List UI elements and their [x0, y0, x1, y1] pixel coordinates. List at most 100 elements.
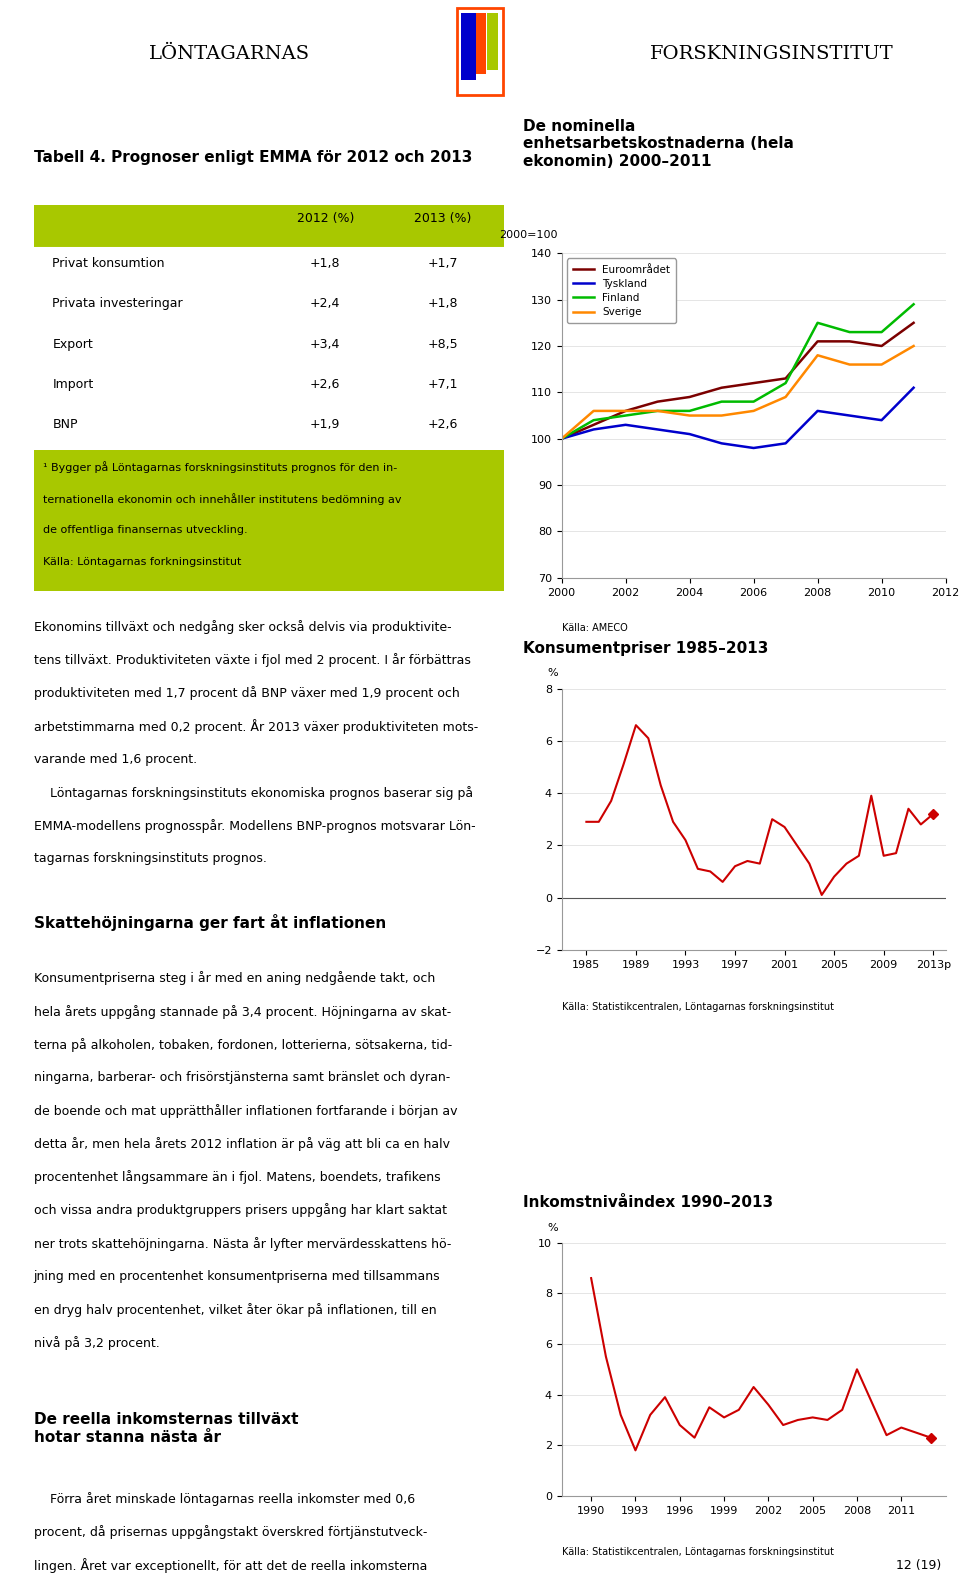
Euroområdet: [716, 378, 728, 397]
Sverige: [748, 402, 759, 421]
Text: en dryg halv procentenhet, vilket åter ökar på inflationen, till en: en dryg halv procentenhet, vilket åter ö…: [34, 1303, 436, 1317]
Text: +1,7: +1,7: [427, 256, 458, 271]
Text: 2013 (%): 2013 (%): [414, 212, 471, 225]
Sverige: [908, 337, 920, 356]
Euroområdet: [620, 402, 632, 421]
Text: ningarna, barberar- och frisörstjänsterna samt bränslet och dyran-: ningarna, barberar- och frisörstjänstern…: [34, 1072, 450, 1084]
Text: ternationella ekonomin och innehåller institutens bedömning av: ternationella ekonomin och innehåller in…: [43, 494, 401, 505]
Text: Skattehöjningarna ger fart åt inflationen: Skattehöjningarna ger fart åt inflatione…: [34, 913, 386, 931]
Finland: [556, 429, 567, 448]
Text: Privata investeringar: Privata investeringar: [53, 298, 183, 310]
Bar: [34, 410, 504, 450]
Legend: Euroområdet, Tyskland, Finland, Sverige: Euroområdet, Tyskland, Finland, Sverige: [566, 258, 677, 323]
Sverige: [620, 402, 632, 421]
Euroområdet: [812, 332, 824, 351]
Text: +1,8: +1,8: [427, 298, 458, 310]
Bar: [34, 206, 504, 590]
Text: FORSKNINGSINSTITUT: FORSKNINGSINSTITUT: [650, 44, 894, 62]
Text: +1,8: +1,8: [310, 256, 341, 271]
Finland: [652, 402, 663, 421]
Text: produktiviteten med 1,7 procent då BNP växer med 1,9 procent och: produktiviteten med 1,7 procent då BNP v…: [34, 687, 459, 700]
Text: Källa: Statistikcentralen, Löntagarnas forskningsinstitut: Källa: Statistikcentralen, Löntagarnas f…: [562, 1002, 833, 1012]
Sverige: [812, 345, 824, 364]
Text: 12 (19): 12 (19): [896, 1559, 941, 1572]
Sverige: [588, 402, 599, 421]
Text: Import: Import: [53, 378, 94, 391]
Sverige: [844, 355, 855, 374]
Finland: [588, 410, 599, 429]
Text: tens tillväxt. Produktiviteten växte i fjol med 2 procent. I år förbättras: tens tillväxt. Produktiviteten växte i f…: [34, 654, 470, 666]
Text: Inkomstnivåindex 1990–2013: Inkomstnivåindex 1990–2013: [523, 1195, 774, 1209]
Text: procentenhet långsammare än i fjol. Matens, boendets, trafikens: procentenhet långsammare än i fjol. Mate…: [34, 1170, 441, 1184]
Text: +2,6: +2,6: [427, 418, 458, 431]
Sverige: [684, 405, 695, 424]
Text: procent, då prisernas uppgångstakt överskred förtjänstutveck-: procent, då prisernas uppgångstakt övers…: [34, 1524, 427, 1539]
Text: +7,1: +7,1: [427, 378, 458, 391]
Text: Ekonomins tillväxt och nedgång sker också delvis via produktivite-: Ekonomins tillväxt och nedgång sker ocks…: [34, 621, 451, 635]
Euroområdet: [748, 374, 759, 393]
Text: 2000=100: 2000=100: [499, 230, 558, 241]
Text: LÖNTAGARNAS: LÖNTAGARNAS: [149, 44, 310, 62]
Tyskland: [716, 434, 728, 453]
Text: De reella inkomsternas tillväxt
hotar stanna nästa år: De reella inkomsternas tillväxt hotar st…: [34, 1412, 299, 1445]
Finland: [844, 323, 855, 342]
Bar: [34, 329, 504, 369]
Text: %: %: [547, 668, 558, 678]
Tyskland: [748, 438, 759, 457]
Text: Tabell 4. Prognoser enligt EMMA för 2012 och 2013: Tabell 4. Prognoser enligt EMMA för 2012…: [34, 150, 472, 165]
Bar: [34, 249, 504, 288]
Sverige: [876, 355, 887, 374]
Euroområdet: [780, 369, 791, 388]
Finland: [684, 402, 695, 421]
Line: Finland: Finland: [562, 304, 914, 438]
Line: Euroområdet: Euroområdet: [562, 323, 914, 438]
Finland: [876, 323, 887, 342]
Text: %: %: [547, 1222, 558, 1233]
Tyskland: [652, 419, 663, 438]
Text: detta år, men hela årets 2012 inflation är på väg att bli ca en halv: detta år, men hela årets 2012 inflation …: [34, 1137, 449, 1151]
Text: +8,5: +8,5: [427, 337, 458, 351]
Text: Export: Export: [53, 337, 93, 351]
Sverige: [780, 388, 791, 407]
Text: Källa: Löntagarnas forkningsinstitut: Källa: Löntagarnas forkningsinstitut: [43, 557, 241, 567]
Text: de boende och mat upprätthåller inflationen fortfarande i början av: de boende och mat upprätthåller inflatio…: [34, 1103, 457, 1118]
Tyskland: [812, 402, 824, 421]
Bar: [457, 8, 503, 95]
Line: Tyskland: Tyskland: [562, 388, 914, 448]
Text: +1,9: +1,9: [310, 418, 341, 431]
Sverige: [652, 402, 663, 421]
Text: tagarnas forskningsinstituts prognos.: tagarnas forskningsinstituts prognos.: [34, 852, 267, 864]
Bar: [34, 288, 504, 329]
Tyskland: [876, 410, 887, 429]
Finland: [812, 313, 824, 332]
Euroområdet: [684, 388, 695, 407]
Tyskland: [780, 434, 791, 453]
Text: +2,4: +2,4: [310, 298, 341, 310]
Text: BNP: BNP: [53, 418, 78, 431]
Finland: [908, 294, 920, 313]
Euroområdet: [844, 332, 855, 351]
Text: de offentliga finansernas utveckling.: de offentliga finansernas utveckling.: [43, 526, 248, 535]
Line: Sverige: Sverige: [562, 347, 914, 438]
Text: jning med en procentenhet konsumentpriserna med tillsammans: jning med en procentenhet konsumentprise…: [34, 1270, 441, 1282]
Euroområdet: [556, 429, 567, 448]
Finland: [748, 393, 759, 412]
Text: Konsumentpriser 1985–2013: Konsumentpriser 1985–2013: [523, 641, 769, 655]
Bar: [34, 369, 504, 410]
Text: Förra året minskade löntagarnas reella inkomster med 0,6: Förra året minskade löntagarnas reella i…: [34, 1491, 415, 1505]
Tyskland: [620, 415, 632, 434]
Euroområdet: [876, 337, 887, 356]
Text: ner trots skattehöjningarna. Nästa år lyfter mervärdesskattens hö-: ner trots skattehöjningarna. Nästa år ly…: [34, 1236, 451, 1251]
Text: De nominella
enhetsarbetskostnaderna (hela
ekonomin) 2000–2011: De nominella enhetsarbetskostnaderna (he…: [523, 119, 794, 168]
Text: Konsumentpriserna steg i år med en aning nedgående takt, och: Konsumentpriserna steg i år med en aning…: [34, 972, 435, 986]
Text: terna på alkoholen, tobaken, fordonen, lotterierna, sötsakerna, tid-: terna på alkoholen, tobaken, fordonen, l…: [34, 1038, 452, 1051]
Euroområdet: [588, 415, 599, 434]
Text: Källa: Statistikcentralen, Löntagarnas forskningsinstitut: Källa: Statistikcentralen, Löntagarnas f…: [562, 1547, 833, 1556]
Euroområdet: [652, 393, 663, 412]
Text: och vissa andra produktgruppers prisers uppgång har klart saktat: och vissa andra produktgruppers prisers …: [34, 1203, 446, 1217]
Text: varande med 1,6 procent.: varande med 1,6 procent.: [34, 752, 197, 766]
Text: hela årets uppgång stannade på 3,4 procent. Höjningarna av skat-: hela årets uppgång stannade på 3,4 proce…: [34, 1005, 451, 1018]
Finland: [716, 393, 728, 412]
Sverige: [716, 405, 728, 424]
Tyskland: [844, 405, 855, 424]
